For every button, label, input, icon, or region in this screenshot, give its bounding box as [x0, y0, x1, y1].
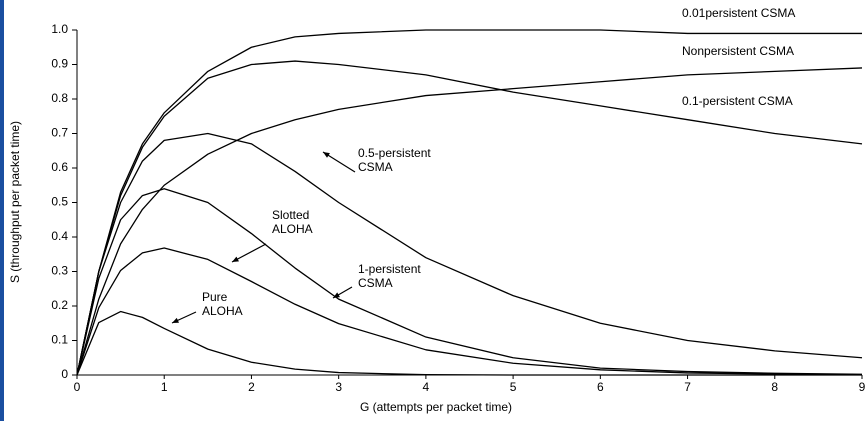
y-tick-label: 0.7: [51, 126, 68, 140]
series-label: Nonpersistent CSMA: [682, 44, 795, 58]
y-tick-label: 0: [61, 367, 68, 381]
series-label: Slotted ALOHA: [272, 208, 313, 236]
x-tick-label: 3: [335, 380, 342, 394]
x-tick-label: 2: [248, 380, 255, 394]
x-tick-label: 9: [859, 380, 866, 394]
series-label: 0.5-persistent CSMA: [358, 146, 431, 174]
frame-strip: [0, 0, 4, 421]
series-line: [76, 247, 863, 376]
series-line: [76, 132, 863, 376]
x-tick-label: 7: [684, 380, 691, 394]
series-line: [76, 29, 862, 376]
arrow-head: [172, 317, 179, 323]
arrow-head: [323, 152, 330, 158]
y-tick-label: 0.4: [51, 229, 68, 243]
y-tick-label: 0.5: [51, 195, 68, 209]
x-tick-label: 0: [74, 380, 81, 394]
series-label: 0.01persistent CSMA: [682, 6, 796, 20]
x-tick-label: 5: [510, 380, 517, 394]
x-axis-label: G (attempts per packet time): [360, 400, 512, 414]
y-tick-label: 0.1: [51, 333, 68, 347]
series-label: 0.1-persistent CSMA: [682, 94, 793, 108]
series-label: Pure ALOHA: [202, 290, 243, 318]
y-tick-label: 0.9: [51, 57, 68, 71]
y-tick-label: 0.6: [51, 160, 68, 174]
x-tick-label: 6: [597, 380, 604, 394]
y-tick-label: 0.3: [51, 264, 68, 278]
x-tick-label: 8: [771, 380, 778, 394]
series-label: 1-persistent CSMA: [358, 262, 421, 290]
y-tick-label: 0.8: [51, 91, 68, 105]
series-line: [76, 310, 862, 376]
series-line: [76, 60, 863, 376]
series-line: [76, 67, 863, 376]
arrow-head: [232, 256, 239, 262]
x-tick-label: 1: [161, 380, 168, 394]
series-line: [76, 188, 863, 376]
y-tick-label: 0.2: [51, 298, 68, 312]
x-tick-label: 4: [423, 380, 430, 394]
y-axis-label: S (throughput per packet time): [8, 121, 22, 283]
arrow-head: [333, 292, 340, 298]
y-tick-label: 1.0: [51, 22, 68, 36]
